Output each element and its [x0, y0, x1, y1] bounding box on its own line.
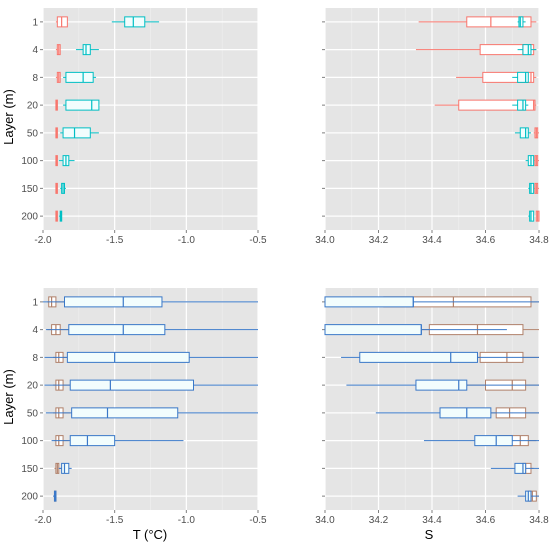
x-tick-label: 34.4: [422, 235, 442, 246]
panel-bottom-left: -2.0 -1.5 -1.0 -0.5 1 4 8 20 50 100 150 200: [21, 288, 267, 526]
x-axis-title-salinity: S: [425, 527, 434, 542]
y-tick-label: 100: [21, 156, 38, 167]
x-tick-label: 34.8: [529, 515, 549, 526]
y-tick-label: 20: [27, 381, 39, 392]
box-body: [64, 296, 163, 308]
x-tick-label: 34.2: [369, 515, 389, 526]
y-tick-label: 50: [27, 408, 39, 419]
box-body: [466, 16, 532, 28]
y-tick-label: 100: [21, 436, 38, 447]
box-body: [458, 99, 536, 111]
box-body: [529, 182, 535, 194]
x-axis-title-temperature: T (°C): [133, 527, 168, 542]
y-tick-label: 200: [21, 212, 38, 223]
x-tick-label: -2.0: [34, 515, 52, 526]
x-tick-label: 34.6: [476, 515, 496, 526]
box-body: [56, 16, 68, 28]
x-tick-label: -1.0: [178, 515, 196, 526]
box-body: [415, 379, 468, 391]
x-tick-label: -1.0: [178, 235, 196, 246]
box-body: [82, 44, 91, 56]
y-tick-label: 20: [27, 101, 39, 112]
y-tick-label: 4: [32, 45, 38, 56]
box-body: [68, 324, 166, 336]
box-body: [324, 324, 422, 336]
box-body: [474, 435, 513, 447]
box-body: [482, 71, 535, 83]
x-tick-label: -0.5: [249, 235, 267, 246]
box-body: [69, 435, 116, 447]
panel-top-right: 34.0 34.2 34.4 34.6 34.8: [315, 8, 549, 246]
panel-top-left: -2.0 -1.5 -1.0 -0.5 1 4 8 20 50 100 150 200: [21, 8, 267, 246]
box-body: [529, 210, 535, 222]
box-body: [517, 71, 529, 83]
box-body: [62, 127, 91, 139]
x-tick-label: -0.5: [249, 515, 267, 526]
y-tick-label: 4: [32, 325, 38, 336]
y-tick-label: 8: [32, 73, 38, 84]
box-body: [514, 462, 527, 474]
x-tick-label: 34.4: [422, 515, 442, 526]
box-body: [69, 379, 194, 391]
x-tick-label: 34.0: [315, 515, 335, 526]
panel-bottom-right: 34.0 34.2 34.4 34.6 34.8: [315, 288, 549, 526]
box-body: [324, 296, 414, 308]
y-tick-label: 50: [27, 128, 39, 139]
box-body: [65, 99, 100, 111]
box-body: [65, 71, 94, 83]
y-axis-title-top: Layer (m): [1, 89, 16, 145]
box-body: [522, 44, 532, 56]
x-tick-label: -1.5: [106, 235, 124, 246]
box-body: [519, 127, 529, 139]
x-tick-label: 34.2: [369, 235, 389, 246]
y-tick-label: 150: [21, 184, 38, 195]
y-tick-label: 150: [21, 464, 38, 475]
x-tick-label: 34.0: [315, 235, 335, 246]
y-axis-title-bottom: Layer (m): [1, 369, 16, 425]
box-body: [517, 99, 527, 111]
x-tick-label: -1.5: [106, 515, 124, 526]
box-body: [359, 351, 478, 363]
box-body: [66, 351, 190, 363]
x-tick-label: 34.8: [529, 235, 549, 246]
box-body: [518, 16, 524, 28]
y-tick-label: 1: [32, 17, 38, 28]
y-tick-label: 1: [32, 297, 38, 308]
box-body: [71, 407, 179, 419]
y-tick-label: 200: [21, 492, 38, 503]
box-body: [124, 16, 146, 28]
x-tick-label: -2.0: [34, 235, 52, 246]
box-body: [439, 407, 492, 419]
box-body: [61, 462, 70, 474]
y-tick-label: 8: [32, 353, 38, 364]
x-tick-label: 34.6: [476, 235, 496, 246]
